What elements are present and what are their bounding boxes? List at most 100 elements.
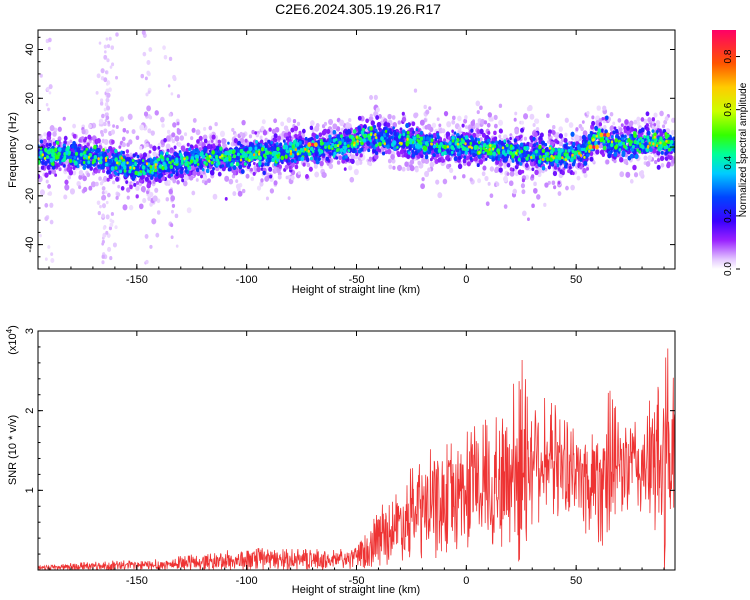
spectrogram-cell — [98, 118, 104, 125]
spectrogram-cell — [495, 159, 500, 165]
spectrogram-cell — [63, 135, 68, 141]
spectrogram-cell — [101, 113, 105, 119]
spectrogram-cell — [414, 167, 419, 173]
spectrogram-cell — [654, 160, 658, 165]
spectrogram-cell — [152, 195, 158, 202]
spectrogram-cell — [532, 123, 536, 128]
spectrogram-cell — [163, 137, 167, 143]
spectrogram-cell — [461, 123, 465, 128]
spectrogram-cell — [148, 47, 153, 52]
spectrogram-cell — [485, 201, 490, 207]
spectrogram-cell — [557, 167, 561, 171]
spectrogram-cell — [348, 165, 353, 171]
spectrogram-cell — [179, 172, 185, 179]
spectrogram-cell — [605, 115, 609, 120]
spectrogram-cell — [89, 166, 93, 171]
spectrogram-cell — [552, 124, 556, 130]
spectrogram-cell — [101, 194, 107, 201]
spectrogram-cell — [376, 121, 382, 128]
spectrogram-cell — [196, 139, 200, 144]
spectrogram-cell — [83, 164, 87, 169]
spectrogram-cell — [202, 134, 208, 141]
spectrogram-cell — [261, 119, 266, 125]
spectrogram-cell — [387, 158, 392, 164]
spectrogram-cell — [477, 178, 482, 184]
spectrogram-cell — [544, 182, 549, 188]
spectrogram-cell — [206, 143, 212, 150]
spectrogram-cell — [321, 130, 326, 136]
spectrogram-cell — [168, 56, 173, 62]
spectrogram-cell — [666, 162, 671, 169]
spectrogram-cell — [72, 133, 77, 139]
spectrogram-cell — [139, 124, 145, 131]
spectrogram-cell — [237, 140, 241, 146]
spectrogram-cell — [109, 256, 113, 261]
spectrogram-cell — [533, 181, 537, 187]
spectrogram-cell — [375, 115, 380, 121]
spectrogram-cell — [508, 180, 514, 187]
spectrogram-cell — [556, 163, 560, 168]
spectrogram-cell — [52, 131, 57, 137]
spectrogram-cell — [474, 122, 480, 129]
spectrogram-cell — [575, 127, 579, 132]
spectrogram-cell — [106, 177, 110, 182]
spectrogram-cell — [88, 185, 93, 191]
spectrogram-cell — [464, 125, 469, 130]
spectrogram-cell — [656, 158, 661, 163]
spectrogram-cell — [106, 44, 111, 49]
spectrogram-cell — [120, 186, 125, 191]
spectrogram-cell — [266, 162, 270, 167]
spectrogram-cell — [373, 124, 377, 129]
spectrogram-cell — [228, 178, 234, 185]
spectrogram-cell — [110, 45, 115, 50]
spectrogram-cell — [571, 171, 575, 176]
spectrogram-cell — [96, 200, 101, 206]
spectrogram-cell — [78, 185, 82, 190]
spectrogram-cell — [412, 147, 416, 151]
spectrogram-cell — [198, 135, 203, 141]
spectrogram-cell — [373, 153, 379, 160]
spectrogram-cell — [239, 131, 243, 136]
spectrogram-cell — [624, 119, 629, 125]
spectrogram-cell — [413, 88, 418, 93]
spectrogram-cell — [479, 137, 483, 142]
spectrogram-cell — [290, 175, 295, 181]
spectrogram-cell — [116, 192, 121, 198]
spectrogram-cell — [301, 128, 306, 134]
spectrogram-cell — [503, 162, 508, 168]
spectrogram-cell — [174, 135, 180, 142]
spectrogram-cell — [221, 138, 227, 145]
spectrogram-cell — [103, 121, 107, 127]
spectrogram-cell — [335, 156, 339, 160]
spectrogram-cell — [506, 139, 510, 144]
spectrogram-cell — [57, 126, 62, 132]
spectrogram-cell — [91, 148, 95, 153]
spectrogram-cell — [520, 127, 525, 133]
spectrogram-cell — [103, 107, 107, 112]
spectrogram-cell — [672, 136, 675, 141]
spectrogram-cell — [457, 115, 462, 122]
spectrogram-cell — [636, 116, 641, 122]
spectrogram-cell — [146, 190, 150, 195]
spectrogram-cell — [102, 226, 106, 230]
spectrogram-cell — [49, 202, 54, 208]
spectrogram-cell — [509, 136, 512, 141]
spectrogram-cell — [556, 140, 560, 145]
spectrogram-cell — [152, 151, 157, 157]
spectrogram-cell — [101, 190, 105, 195]
spectrogram-cell — [86, 142, 90, 147]
spectrogram-cell — [610, 135, 614, 139]
spectrogram-cell — [349, 176, 355, 183]
spectrogram-cell — [103, 44, 108, 49]
spectrogram-cell — [498, 119, 504, 126]
spectrogram-cell — [302, 162, 306, 167]
spectrogram-cell — [145, 143, 149, 147]
spectrogram-cell — [484, 175, 489, 182]
spectrogram-cell — [128, 204, 134, 211]
spectrogram-cell — [304, 136, 308, 141]
spectrogram-cell — [192, 117, 197, 123]
spectrogram-cell — [310, 120, 315, 126]
spectrogram-cell — [142, 152, 148, 158]
spectrogram-cell — [357, 149, 362, 154]
spectrogram-cell — [283, 125, 289, 131]
